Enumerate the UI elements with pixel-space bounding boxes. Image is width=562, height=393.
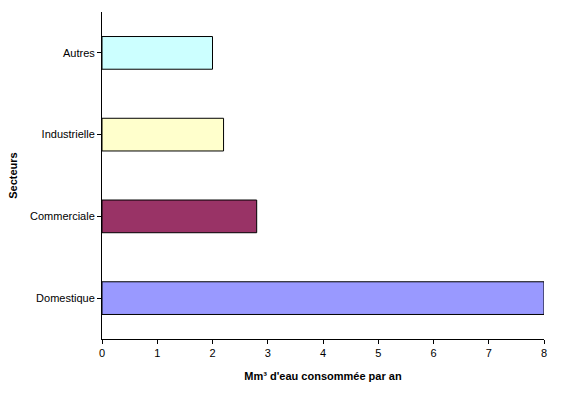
svg-text:1: 1 — [154, 347, 160, 359]
svg-text:Domestique: Domestique — [36, 292, 95, 304]
svg-text:Industrielle: Industrielle — [42, 128, 95, 140]
svg-text:Secteurs: Secteurs — [7, 152, 19, 198]
svg-text:8: 8 — [541, 347, 547, 359]
svg-text:0: 0 — [99, 347, 105, 359]
svg-text:Commerciale: Commerciale — [30, 210, 95, 222]
svg-text:6: 6 — [430, 347, 436, 359]
svg-text:7: 7 — [486, 347, 492, 359]
svg-text:3: 3 — [265, 347, 271, 359]
svg-text:5: 5 — [375, 347, 381, 359]
svg-text:Mm³ d'eau consommée par an: Mm³ d'eau consommée par an — [244, 370, 402, 382]
svg-text:Autres: Autres — [63, 47, 95, 59]
svg-text:2: 2 — [209, 347, 215, 359]
svg-text:4: 4 — [320, 347, 326, 359]
